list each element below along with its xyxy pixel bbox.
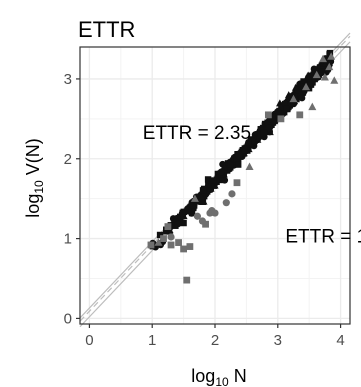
x-axis-title-rest: N bbox=[229, 366, 247, 386]
outlier-point bbox=[327, 52, 336, 60]
data-point bbox=[201, 193, 208, 200]
outlier-point bbox=[228, 190, 236, 198]
data-point bbox=[300, 83, 307, 90]
data-point bbox=[223, 167, 231, 174]
data-point bbox=[257, 127, 264, 134]
data-point bbox=[300, 78, 307, 85]
outlier-point bbox=[277, 115, 285, 123]
reference-line-mid bbox=[79, 35, 351, 322]
outlier-point bbox=[289, 94, 298, 103]
data-point bbox=[206, 184, 215, 192]
x-axis-title: log10 N bbox=[191, 366, 246, 387]
y-tick-label: 3 bbox=[64, 71, 72, 88]
data-point bbox=[260, 129, 268, 137]
data-point bbox=[180, 219, 187, 227]
y-tick-label: 2 bbox=[64, 151, 72, 168]
outlier-point bbox=[330, 76, 339, 84]
outlier-point bbox=[312, 70, 321, 79]
data-point bbox=[274, 108, 282, 115]
data-point bbox=[204, 176, 212, 183]
x-tick-label: 3 bbox=[274, 332, 282, 349]
outlier-point bbox=[167, 233, 175, 241]
data-point bbox=[199, 187, 207, 194]
outlier-point bbox=[264, 111, 272, 119]
x-axis-title-base: log bbox=[191, 366, 215, 386]
grid-lines bbox=[80, 47, 350, 324]
axis-ticks: 0 1 2 3 4 0 1 2 3 bbox=[64, 71, 345, 349]
data-point bbox=[233, 155, 240, 163]
outlier-point bbox=[175, 239, 182, 246]
data-point bbox=[283, 105, 290, 113]
x-axis-title-sub: 10 bbox=[215, 375, 229, 387]
data-point bbox=[321, 60, 329, 68]
x-tick-label: 0 bbox=[85, 332, 93, 349]
outlier-point bbox=[308, 102, 317, 111]
data-point bbox=[227, 160, 234, 168]
outlier-point bbox=[147, 241, 155, 249]
data-point bbox=[239, 146, 248, 154]
data-point bbox=[270, 117, 279, 125]
outlier-point bbox=[193, 212, 202, 220]
x-tick-label: 2 bbox=[211, 332, 219, 349]
data-point bbox=[298, 94, 306, 102]
outlier-point bbox=[202, 220, 209, 228]
data-point bbox=[235, 152, 243, 160]
outlier-points bbox=[147, 52, 339, 284]
outlier-point bbox=[183, 276, 191, 284]
data-point bbox=[197, 194, 205, 202]
data-point bbox=[264, 119, 271, 126]
y-axis-title: log10 V(N) bbox=[23, 138, 46, 217]
y-tick-label: 0 bbox=[64, 310, 72, 327]
y-axis-title-base: log bbox=[23, 194, 43, 218]
annotation-label: ETTR = 1.40 bbox=[285, 227, 361, 248]
annotation-label: ETTR = 2.35 bbox=[143, 123, 251, 144]
data-point bbox=[217, 168, 225, 176]
outlier-point bbox=[296, 111, 304, 119]
data-point bbox=[174, 220, 182, 228]
data-point bbox=[245, 138, 252, 146]
annotations: ETTR = 2.35 ETTR = 1.40 bbox=[143, 123, 361, 248]
outlier-point bbox=[325, 62, 334, 71]
outlier-point bbox=[211, 209, 219, 217]
data-point bbox=[235, 161, 242, 168]
data-point bbox=[318, 68, 326, 76]
outlier-point bbox=[222, 199, 230, 207]
data-point bbox=[220, 163, 229, 171]
data-point bbox=[286, 95, 293, 102]
data-point bbox=[184, 206, 192, 214]
outlier-point bbox=[154, 238, 163, 246]
data-point bbox=[163, 228, 170, 235]
data-point bbox=[294, 86, 301, 94]
x-tick-label: 1 bbox=[148, 332, 156, 349]
outlier-point bbox=[302, 82, 311, 91]
data-point bbox=[269, 113, 276, 121]
x-tick-label: 4 bbox=[336, 332, 344, 349]
chart-title: ETTR bbox=[78, 17, 135, 42]
outlier-point bbox=[186, 243, 194, 250]
data-point bbox=[190, 202, 198, 209]
outlier-point bbox=[319, 54, 327, 63]
outlier-point bbox=[190, 194, 199, 202]
data-point bbox=[265, 124, 273, 132]
data-point bbox=[178, 209, 186, 217]
data-point bbox=[156, 231, 164, 239]
data-point bbox=[281, 98, 290, 106]
outlier-point bbox=[160, 235, 167, 242]
outlier-point bbox=[180, 245, 188, 253]
data-point bbox=[188, 209, 196, 217]
outlier-point bbox=[320, 73, 329, 81]
y-tick-label: 1 bbox=[64, 231, 72, 248]
y-axis-title-sub: 10 bbox=[32, 180, 46, 194]
data-point bbox=[199, 198, 207, 206]
outlier-point bbox=[233, 179, 241, 187]
data-point bbox=[209, 177, 217, 184]
outlier-point bbox=[245, 162, 254, 170]
data-point bbox=[310, 65, 318, 73]
data-points bbox=[149, 49, 335, 251]
outlier-point bbox=[164, 223, 172, 231]
data-point bbox=[326, 51, 333, 58]
y-axis-title-rest: V(N) bbox=[23, 138, 43, 180]
outlier-point bbox=[167, 241, 175, 249]
